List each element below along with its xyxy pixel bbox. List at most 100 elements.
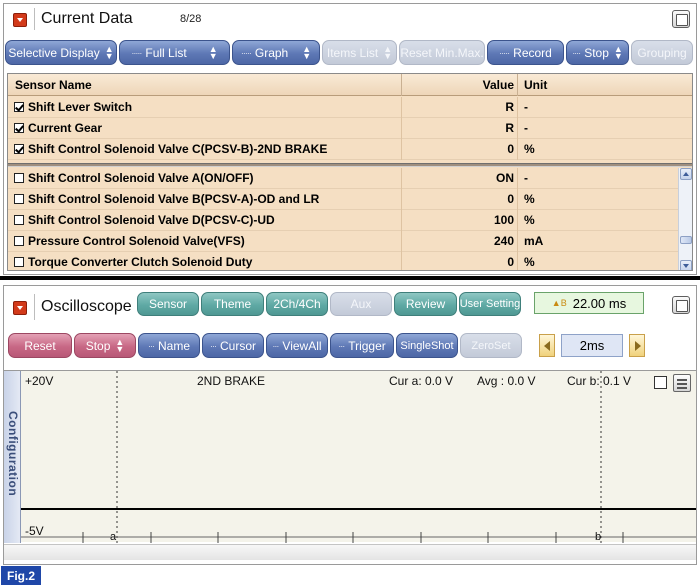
theme-button[interactable]: Theme <box>201 292 264 316</box>
table-row[interactable]: Torque Converter Clutch Solenoid Duty 0 … <box>8 252 692 270</box>
row-checkbox[interactable] <box>14 236 24 246</box>
row-checkbox[interactable] <box>14 123 24 133</box>
row-checkbox[interactable] <box>14 102 24 112</box>
maximize-current-data-button[interactable] <box>672 10 690 28</box>
maximize-oscilloscope-button[interactable] <box>672 296 690 314</box>
items-list-button: Items List ▲ ▼ <box>322 40 397 65</box>
sensor-value: 0 <box>507 192 514 206</box>
selective-display-label: Selective Display <box>8 45 100 60</box>
cursor-button[interactable]: ··· Cursor <box>202 333 264 358</box>
full-list-label: Full List <box>145 45 187 60</box>
dots-icon: ···· <box>572 47 581 58</box>
waveform-svg <box>21 371 696 543</box>
table-scrollbar[interactable] <box>678 168 692 270</box>
column-divider <box>401 118 402 139</box>
full-list-button[interactable]: ····· Full List ▲ ▼ <box>119 40 230 65</box>
plot-menu-icon[interactable] <box>673 374 691 392</box>
sensor-unit: % <box>524 192 535 206</box>
scroll-up-icon[interactable] <box>680 168 692 180</box>
cursor-label: Cursor <box>219 338 256 353</box>
table-row[interactable]: Shift Control Solenoid Valve C(PCSV-B)-2… <box>8 139 692 160</box>
horizontal-scrollbar[interactable] <box>4 544 696 560</box>
table-row[interactable]: Shift Control Solenoid Valve B(PCSV-A)-O… <box>8 189 692 210</box>
pinned-divider[interactable] <box>8 163 692 167</box>
table-row[interactable]: Current Gear R - <box>8 118 692 139</box>
row-checkbox[interactable] <box>14 257 24 267</box>
sensor-value: 0 <box>507 255 514 269</box>
reset-label: Reset <box>24 338 56 353</box>
sensor-value: 0 <box>507 142 514 156</box>
timebase-value: 2ms <box>561 334 623 357</box>
sensor-unit: % <box>524 255 535 269</box>
record-button[interactable]: ····· Record <box>487 40 564 65</box>
single-shot-button[interactable]: SingleShot <box>396 333 458 358</box>
channel-mode-label: 2Ch/4Ch <box>273 297 321 311</box>
scope-display: Configuration + <box>4 370 696 543</box>
column-header-value[interactable]: Value <box>482 78 514 92</box>
table-row[interactable]: Shift Lever Switch R - <box>8 97 692 118</box>
cursor-b-readout: Cur b: 0.1 V <box>567 374 632 388</box>
waveform-plot[interactable]: +20V -5V 2ND BRAKE Cur a: 0.0 V Avg : 0.… <box>21 371 696 543</box>
title-separator <box>34 8 35 30</box>
dots-icon: ··· <box>209 340 217 351</box>
dots-icon: ····· <box>240 47 252 58</box>
reset-button[interactable]: Reset <box>8 333 72 358</box>
graph-label: Graph <box>254 45 289 60</box>
trigger-button[interactable]: ··· Trigger <box>330 333 394 358</box>
cursor-a-marker: a <box>110 531 117 543</box>
table-row[interactable]: Shift Control Solenoid Valve D(PCSV-C)-U… <box>8 210 692 231</box>
column-header-sensor-name[interactable]: Sensor Name <box>15 78 92 92</box>
column-divider <box>517 231 518 252</box>
name-label: Name <box>157 338 190 353</box>
cursor-a-readout: Cur a: 0.0 V <box>389 374 454 388</box>
stop-button[interactable]: ···· Stop ▲ ▼ <box>566 40 629 65</box>
zero-set-label: ZeroSet <box>471 339 511 352</box>
column-divider <box>401 139 402 160</box>
reset-min-max-label: Reset Min.Max. <box>400 45 484 60</box>
row-checkbox[interactable] <box>14 144 24 154</box>
table-row[interactable]: Shift Control Solenoid Valve A(ON/OFF) O… <box>8 168 692 189</box>
row-checkbox[interactable] <box>14 215 24 225</box>
spinner-icon: ▲ ▼ <box>208 43 218 61</box>
plot-checkbox[interactable] <box>654 376 667 389</box>
scroll-down-icon[interactable] <box>680 260 692 270</box>
current-data-titlebar: Current Data 8/28 <box>4 4 696 34</box>
review-button[interactable]: Review <box>394 292 457 316</box>
scope-stop-button[interactable]: Stop ▲ ▼ <box>74 333 136 358</box>
graph-button[interactable]: ····· Graph ▲ ▼ <box>232 40 320 65</box>
row-checkbox[interactable] <box>14 173 24 183</box>
spinner-icon: ▲ ▼ <box>613 43 623 61</box>
configuration-tab[interactable]: Configuration <box>4 371 21 543</box>
collapse-oscilloscope-button[interactable] <box>13 301 27 315</box>
timebase-increase-icon[interactable] <box>629 334 645 357</box>
dots-icon: ····· <box>131 47 142 58</box>
selective-display-button[interactable]: Selective Display ▲ ▼ <box>5 40 117 65</box>
sensor-name: Shift Lever Switch <box>28 100 133 114</box>
items-list-label: Items List <box>326 45 379 60</box>
spinner-icon: ▲ ▼ <box>104 43 114 61</box>
scroll-thumb[interactable] <box>680 236 692 244</box>
configuration-tab-label: Configuration <box>6 411 20 497</box>
column-divider <box>517 97 518 118</box>
table-row[interactable]: Pressure Control Solenoid Valve(VFS) 240… <box>8 231 692 252</box>
current-data-title: Current Data <box>41 10 133 27</box>
sensor-button[interactable]: Sensor <box>137 292 199 316</box>
theme-label: Theme <box>213 297 252 311</box>
channel-name: 2ND BRAKE <box>197 374 266 388</box>
row-checkbox[interactable] <box>14 194 24 204</box>
y-min-label: -5V <box>25 524 44 538</box>
reset-min-max-button: Reset Min.Max. <box>399 40 485 65</box>
view-all-button[interactable]: ··· ViewAll <box>266 333 328 358</box>
name-button[interactable]: ··· Name <box>138 333 200 358</box>
panel-divider <box>0 276 700 280</box>
timebase-decrease-icon[interactable] <box>539 334 555 357</box>
column-divider <box>401 189 402 210</box>
sensor-unit: % <box>524 213 535 227</box>
collapse-current-data-button[interactable] <box>13 13 27 27</box>
sensor-unit: - <box>524 171 528 185</box>
channel-mode-button[interactable]: 2Ch/4Ch <box>266 292 328 316</box>
time-value: 22.00 ms <box>572 295 627 311</box>
column-header-unit[interactable]: Unit <box>524 78 548 92</box>
user-setting-button[interactable]: User Setting <box>459 292 521 316</box>
sensor-name: Shift Control Solenoid Valve B(PCSV-A)-O… <box>28 192 320 206</box>
